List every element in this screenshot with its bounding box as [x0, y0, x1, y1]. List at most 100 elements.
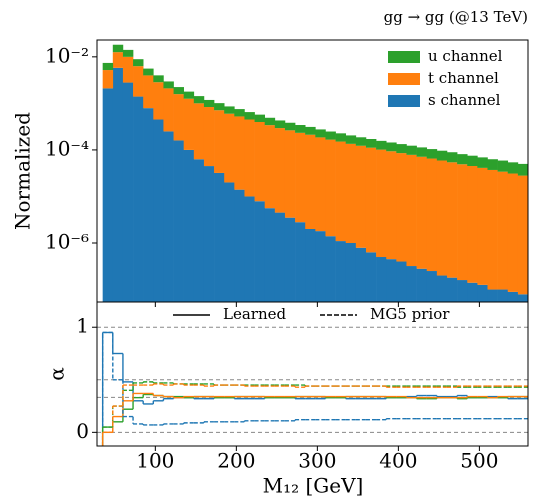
histogram-bar	[315, 129, 326, 138]
x-tick-label: 500	[460, 449, 498, 473]
histogram-bar	[376, 149, 387, 258]
panel-frame	[96, 301, 529, 447]
histogram-bar	[345, 243, 357, 302]
histogram-bar	[133, 59, 144, 67]
y-tick-label: 1	[76, 314, 89, 338]
histogram-bar	[345, 135, 357, 144]
y-axis-label: Normalized	[11, 112, 35, 230]
histogram-bar	[446, 162, 458, 278]
histogram-bar	[365, 252, 377, 302]
histogram-bar	[153, 119, 164, 302]
histogram-bar	[335, 141, 347, 242]
histogram-bar	[274, 120, 286, 129]
histogram-bar	[315, 137, 326, 232]
histogram-bar	[163, 88, 174, 132]
histogram-bar	[122, 56, 134, 83]
histogram-bar	[203, 166, 215, 302]
histogram-bar	[203, 99, 215, 108]
chart-title: gg → gg (@13 TeV)	[384, 8, 528, 26]
legend-swatch	[388, 73, 420, 85]
histogram-bar	[193, 103, 205, 160]
y-axis-label: α	[45, 367, 69, 381]
histogram-bar	[133, 96, 144, 302]
histogram-bar	[193, 96, 205, 104]
legend-label: u channel	[428, 47, 503, 65]
histogram-bar	[477, 284, 488, 302]
histogram-bar	[467, 282, 478, 302]
histogram-bar	[224, 113, 235, 183]
histogram-bar	[305, 126, 316, 135]
y-tick-label: 10⁻⁴	[45, 136, 89, 160]
histogram-bar	[284, 217, 296, 302]
histogram-bar	[355, 137, 367, 146]
histogram-bar	[426, 271, 438, 302]
histogram-bar	[173, 94, 184, 141]
histogram-bar	[457, 154, 468, 165]
histogram-bar	[457, 280, 468, 302]
y-tick-label: 10⁻²	[45, 43, 89, 67]
histogram-bar	[183, 149, 195, 302]
histogram-bar	[143, 108, 154, 302]
histogram-bar	[163, 81, 174, 89]
histogram-bar	[183, 98, 195, 150]
legend-label: MG5 prior	[370, 305, 450, 323]
histogram-bar	[467, 165, 478, 283]
x-tick-label: 100	[136, 449, 174, 473]
histogram-bar	[487, 159, 498, 170]
legend-swatch	[388, 95, 420, 107]
histogram-bar	[274, 212, 286, 302]
histogram-bar	[284, 122, 296, 131]
histogram-bar	[163, 131, 174, 302]
histogram-bar	[244, 119, 255, 197]
histogram-bar	[284, 130, 296, 218]
histogram-bar	[153, 82, 164, 120]
histogram-bar	[264, 208, 276, 302]
histogram-bar	[497, 171, 509, 290]
histogram-bar	[244, 112, 255, 120]
histogram-bar	[305, 228, 316, 302]
legend-label: s channel	[428, 91, 501, 109]
histogram-bar	[416, 147, 428, 157]
histogram-bar	[517, 294, 529, 302]
histogram-bar	[355, 247, 367, 302]
histogram-bar	[457, 164, 468, 281]
histogram-bar	[254, 122, 266, 202]
histogram-bar	[416, 156, 428, 269]
histogram-bar	[487, 289, 498, 302]
histogram-bar	[436, 160, 448, 276]
histogram-bar	[173, 87, 184, 95]
histogram-bar	[497, 160, 509, 172]
histogram-bar	[224, 182, 235, 302]
histogram-bar	[507, 173, 519, 292]
histogram-bar	[244, 196, 255, 302]
histogram-bar	[426, 158, 438, 272]
histogram-bar	[203, 107, 215, 167]
legend-label: Learned	[223, 305, 286, 323]
x-tick-label: 200	[217, 449, 255, 473]
x-axis-label: M₁₂ [GeV]	[263, 474, 364, 498]
y-tick-label: 10⁻⁶	[45, 230, 89, 254]
histogram-bar	[446, 152, 458, 163]
x-tick-label: 300	[298, 449, 336, 473]
histogram-bar	[112, 44, 124, 53]
x-tick-label: 400	[379, 449, 417, 473]
histogram-bar	[426, 149, 438, 159]
histogram-bar	[365, 147, 377, 253]
histogram-bar	[264, 125, 276, 209]
histogram-bar	[436, 275, 448, 302]
histogram-bar	[446, 277, 458, 302]
histogram-bar	[386, 151, 397, 260]
histogram-bar	[507, 162, 519, 174]
histogram-bar	[345, 143, 357, 244]
histogram-bar	[335, 133, 347, 142]
histogram-bar	[102, 62, 114, 71]
histogram-bar	[295, 125, 306, 133]
histogram-bar	[254, 114, 266, 123]
histogram-bar	[274, 128, 286, 213]
histogram-bar	[386, 142, 397, 152]
y-tick-label: 0	[76, 419, 89, 443]
histogram-bar	[224, 106, 235, 114]
histogram-bar	[112, 52, 124, 68]
histogram-bar	[396, 261, 407, 302]
histogram-bar	[365, 139, 377, 148]
